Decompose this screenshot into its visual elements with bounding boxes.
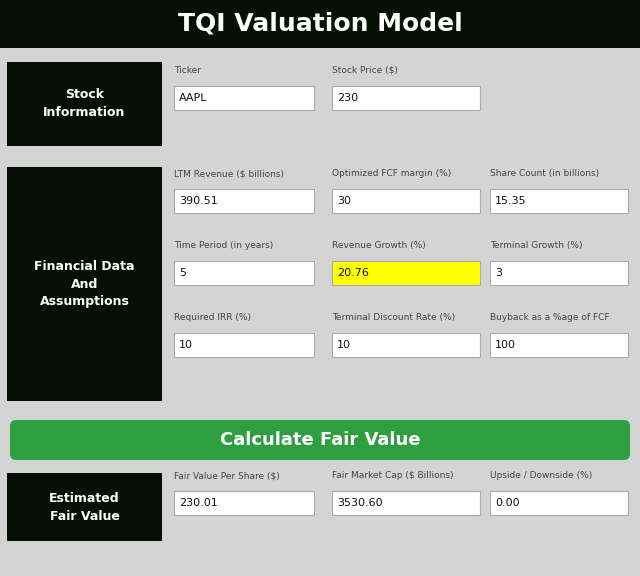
FancyBboxPatch shape — [7, 62, 162, 146]
FancyBboxPatch shape — [7, 473, 162, 541]
Text: 5: 5 — [179, 268, 186, 278]
Text: 30: 30 — [337, 196, 351, 206]
FancyBboxPatch shape — [0, 0, 640, 48]
Text: 10: 10 — [179, 340, 193, 350]
Text: Financial Data
And
Assumptions: Financial Data And Assumptions — [35, 260, 135, 309]
Text: Calculate Fair Value: Calculate Fair Value — [220, 431, 420, 449]
FancyBboxPatch shape — [10, 420, 630, 460]
Text: 230: 230 — [337, 93, 358, 103]
Text: Ticker: Ticker — [174, 66, 201, 75]
Text: 100: 100 — [495, 340, 516, 350]
Text: TQI Valuation Model: TQI Valuation Model — [178, 12, 462, 36]
Text: Fair Market Cap ($ Billions): Fair Market Cap ($ Billions) — [332, 471, 454, 480]
FancyBboxPatch shape — [332, 491, 480, 515]
FancyBboxPatch shape — [332, 261, 480, 285]
FancyBboxPatch shape — [174, 491, 314, 515]
FancyBboxPatch shape — [7, 167, 162, 401]
FancyBboxPatch shape — [332, 189, 480, 213]
Text: 390.51: 390.51 — [179, 196, 218, 206]
Text: Revenue Growth (%): Revenue Growth (%) — [332, 241, 426, 250]
Text: Optimized FCF margin (%): Optimized FCF margin (%) — [332, 169, 451, 178]
Text: 230.01: 230.01 — [179, 498, 218, 508]
Text: AAPL: AAPL — [179, 93, 207, 103]
Text: Upside / Downside (%): Upside / Downside (%) — [490, 471, 592, 480]
FancyBboxPatch shape — [174, 261, 314, 285]
FancyBboxPatch shape — [0, 466, 640, 576]
Text: Fair Value Per Share ($): Fair Value Per Share ($) — [174, 471, 280, 480]
FancyBboxPatch shape — [0, 55, 640, 153]
Text: Buyback as a %age of FCF: Buyback as a %age of FCF — [490, 313, 609, 322]
Text: Estimated
Fair Value: Estimated Fair Value — [49, 491, 120, 522]
FancyBboxPatch shape — [0, 160, 640, 408]
Text: Stock
Information: Stock Information — [44, 89, 125, 119]
Text: 20.76: 20.76 — [337, 268, 369, 278]
FancyBboxPatch shape — [174, 86, 314, 110]
Text: 3: 3 — [495, 268, 502, 278]
FancyBboxPatch shape — [332, 333, 480, 357]
FancyBboxPatch shape — [490, 261, 628, 285]
Text: Stock Price ($): Stock Price ($) — [332, 66, 398, 75]
FancyBboxPatch shape — [490, 189, 628, 213]
Text: LTM Revenue ($ billions): LTM Revenue ($ billions) — [174, 169, 284, 178]
Text: 10: 10 — [337, 340, 351, 350]
FancyBboxPatch shape — [490, 491, 628, 515]
Text: Required IRR (%): Required IRR (%) — [174, 313, 251, 322]
Text: 15.35: 15.35 — [495, 196, 527, 206]
FancyBboxPatch shape — [174, 333, 314, 357]
Text: Share Count (in billions): Share Count (in billions) — [490, 169, 599, 178]
Text: Terminal Growth (%): Terminal Growth (%) — [490, 241, 582, 250]
FancyBboxPatch shape — [174, 189, 314, 213]
FancyBboxPatch shape — [332, 86, 480, 110]
Text: Terminal Discount Rate (%): Terminal Discount Rate (%) — [332, 313, 455, 322]
Text: 0.00: 0.00 — [495, 498, 520, 508]
FancyBboxPatch shape — [490, 333, 628, 357]
Text: 3530.60: 3530.60 — [337, 498, 383, 508]
Text: Time Period (in years): Time Period (in years) — [174, 241, 273, 250]
